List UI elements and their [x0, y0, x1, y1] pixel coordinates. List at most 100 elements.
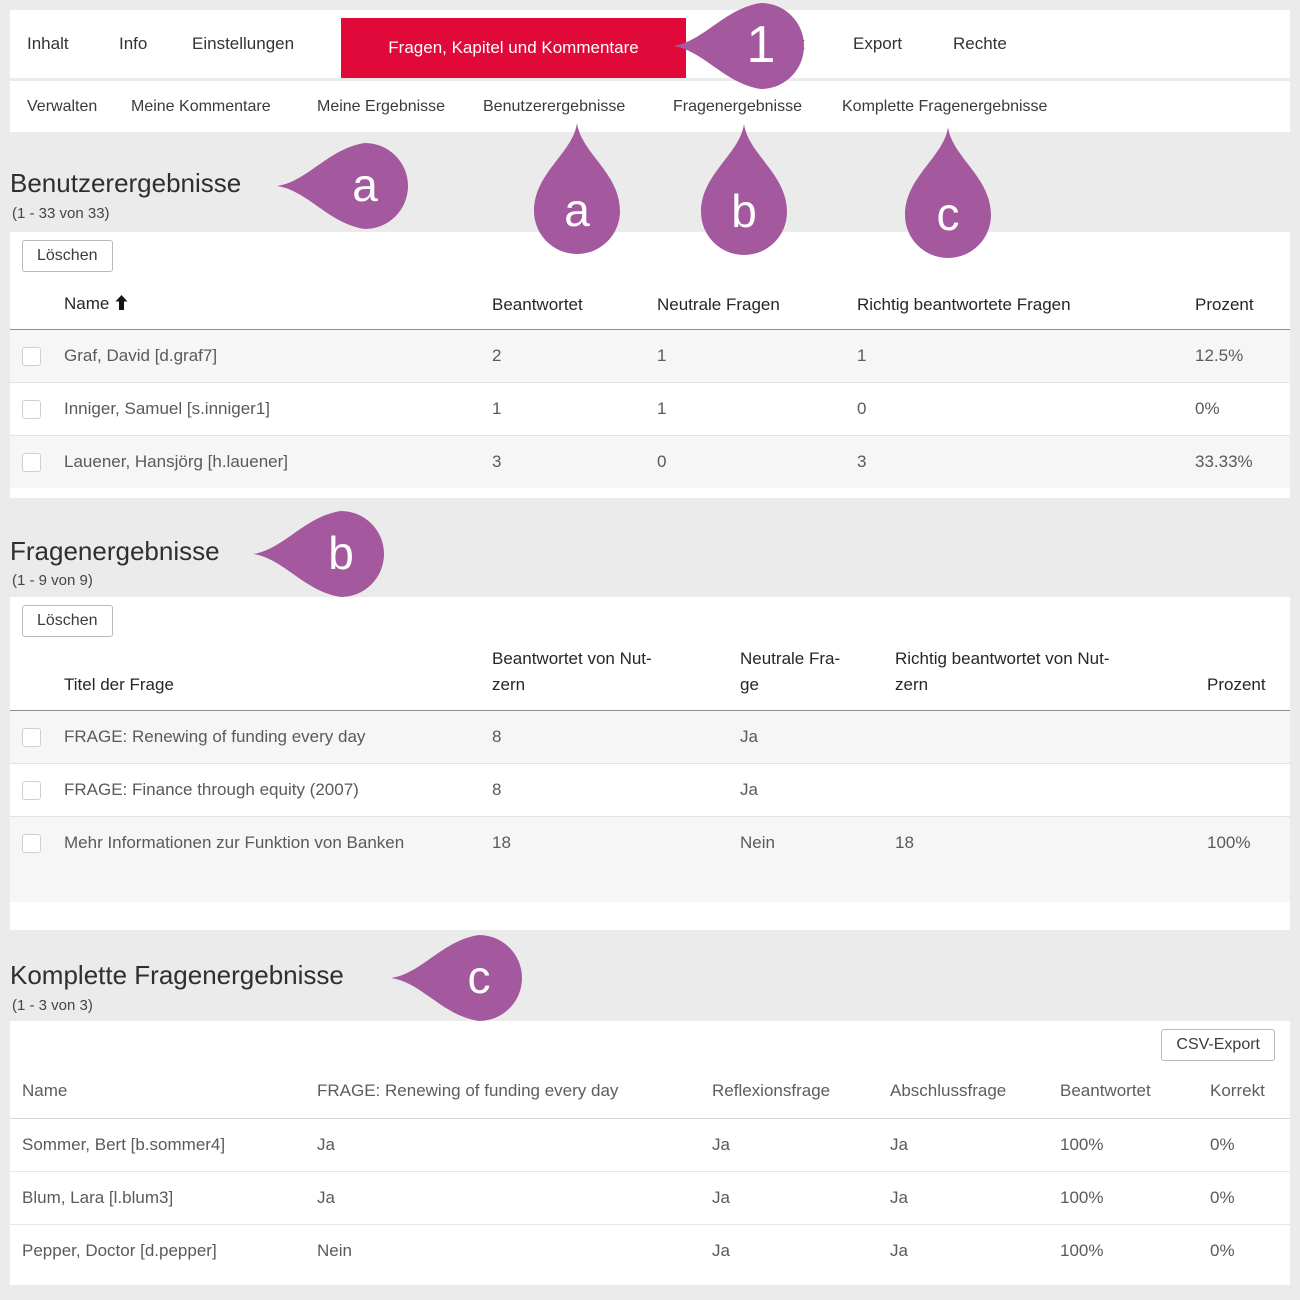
column-header-name[interactable]: Name	[22, 1081, 68, 1101]
column-header-richtig-beantwortete[interactable]: Richtig beantwortete Fragen	[857, 294, 1071, 314]
annotation-marker-c-nav: c	[904, 127, 992, 258]
cell-richtig: 1	[857, 345, 867, 365]
table-row: Lauener, Hansjörg [h.lauener] 3 0 3 33.3…	[10, 435, 1290, 488]
tab-inhalt[interactable]: Inhalt	[27, 34, 69, 53]
row-checkbox[interactable]	[22, 452, 41, 472]
table-row: Blum, Lara [l.blum3] Ja Ja Ja 100% 0%	[10, 1171, 1290, 1224]
marker-label: b	[731, 185, 757, 238]
cell-prozent: 0%	[1195, 398, 1220, 418]
table-row: Inniger, Samuel [s.inniger1] 1 1 0 0%	[10, 382, 1290, 435]
cell-prozent: 100%	[1207, 833, 1251, 852]
cell-richtig: 3	[857, 451, 867, 471]
tab-rechte[interactable]: Rechte	[953, 34, 1007, 53]
sort-ascending-icon	[115, 295, 128, 315]
column-header-abschlussfrage[interactable]: Abschlussfrage	[890, 1081, 1007, 1101]
komplette-fragenergebnisse-panel: CSV-Export Name FRAGE: Renewing of fundi…	[10, 1021, 1290, 1285]
column-header-beantwortet-von-nutzern[interactable]: Beantwortet von Nut-zern	[492, 649, 652, 694]
column-header-name[interactable]: Name	[62, 281, 490, 329]
fragenergebnisse-toolbar: Löschen	[10, 597, 1290, 646]
cell-name: Lauener, Hansjörg [h.lauener]	[64, 451, 288, 471]
cell-richtig: 18	[895, 833, 914, 852]
annotation-marker-b-nav: b	[700, 124, 788, 255]
column-header-beantwortet[interactable]: Beantwortet	[492, 294, 583, 314]
column-header-beantwortet[interactable]: Beantwortet	[1060, 1081, 1151, 1101]
cell-korrekt: 0%	[1210, 1134, 1235, 1154]
table-row: Pepper, Doctor [d.pepper] Nein Ja Ja 100…	[10, 1224, 1290, 1277]
cell-beantwortet: 8	[492, 780, 502, 799]
column-header-korrekt[interactable]: Korrekt	[1210, 1081, 1265, 1101]
tab-einstellungen[interactable]: Einstellungen	[192, 34, 295, 53]
cell-beantwortet: 18	[492, 833, 511, 852]
tab-export[interactable]: Export	[853, 34, 903, 53]
benutzerergebnisse-toolbar: Löschen	[10, 232, 1290, 281]
table-header-row: Titel der Frage Beantwortet von Nut-zern…	[10, 646, 1290, 711]
annotation-marker-a-nav: a	[533, 123, 621, 254]
delete-button[interactable]: Löschen	[22, 240, 113, 272]
marker-label: b	[328, 527, 354, 580]
column-header-reflexionsfrage[interactable]: Reflexionsfrage	[712, 1081, 831, 1101]
subnav-verwalten[interactable]: Verwalten	[27, 98, 98, 115]
cell-neutrale: Ja	[740, 727, 758, 746]
column-header-neutrale-fragen[interactable]: Neutrale Fragen	[657, 294, 780, 314]
marker-label: c	[467, 951, 491, 1004]
cell-prozent	[1205, 764, 1290, 817]
cell-frage: Ja	[317, 1134, 335, 1154]
fragenergebnisse-count: (1 - 9 von 9)	[12, 572, 93, 589]
benutzerergebnisse-title: Benutzerergebnisse	[10, 168, 242, 198]
cell-prozent	[1205, 711, 1290, 764]
column-header-titel-der-frage[interactable]: Titel der Frage	[64, 675, 174, 694]
komplette-fragenergebnisse-title: Komplette Fragenergebnisse	[10, 960, 344, 990]
column-header-prozent[interactable]: Prozent	[1207, 675, 1266, 694]
cell-korrekt: 0%	[1210, 1240, 1235, 1260]
annotation-marker-c-title: c	[391, 934, 522, 1022]
komplette-fragenergebnisse-count: (1 - 3 von 3)	[12, 997, 93, 1014]
cell-abschluss: Ja	[890, 1240, 908, 1260]
fragenergebnisse-table: Titel der Frage Beantwortet von Nut-zern…	[10, 646, 1290, 902]
cell-neutrale: Nein	[740, 833, 775, 852]
delete-button[interactable]: Löschen	[22, 605, 113, 637]
cell-beantwortet: 100%	[1060, 1240, 1104, 1260]
table-row: Graf, David [d.graf7] 2 1 1 12.5%	[10, 329, 1290, 382]
column-header-frage-renewing[interactable]: FRAGE: Renewing of funding every day	[317, 1081, 619, 1101]
cell-frage: Ja	[317, 1187, 335, 1207]
subnav-meine-ergebnisse[interactable]: Meine Ergebnisse	[317, 98, 446, 115]
annotation-marker-1: 1	[673, 2, 804, 90]
table-row: FRAGE: Finance through equity (2007) 8 J…	[10, 763, 1290, 817]
cell-abschluss: Ja	[890, 1134, 908, 1154]
tab-fragen-kapitel-kommentare-active[interactable]: Fragen, Kapitel und Kommentare	[341, 18, 686, 78]
marker-label: c	[936, 188, 960, 241]
cell-neutrale: Ja	[740, 780, 758, 799]
cell-titel: FRAGE: Finance through equity (2007)	[64, 780, 359, 799]
benutzerergebnisse-panel: Löschen Name Beantwortet Neutrale Fragen…	[10, 232, 1290, 498]
cell-beantwortet: 100%	[1060, 1187, 1104, 1207]
column-header-neutrale-frage[interactable]: Neutrale Fra-ge	[740, 649, 841, 694]
subnav-fragenergebnisse[interactable]: Fragenergebnisse	[673, 98, 802, 115]
subnav-benutzerergebnisse[interactable]: Benutzerergebnisse	[483, 98, 626, 115]
cell-reflexion: Ja	[712, 1240, 730, 1260]
cell-prozent: 33.33%	[1195, 451, 1253, 471]
cell-abschluss: Ja	[890, 1187, 908, 1207]
cell-beantwortet: 8	[492, 727, 502, 746]
primary-tab-bar: Inhalt Info Einstellungen Fragen, Kapite…	[10, 10, 1290, 78]
subnav-komplette-fragenergebnisse[interactable]: Komplette Fragenergebnisse	[842, 98, 1048, 115]
table-row: Mehr Informationen zur Funktion von Bank…	[10, 816, 1290, 902]
csv-export-button[interactable]: CSV-Export	[1161, 1029, 1275, 1061]
marker-label: 1	[746, 15, 776, 74]
cell-titel: FRAGE: Renewing of funding every day	[64, 727, 366, 746]
row-checkbox[interactable]	[22, 399, 41, 419]
row-checkbox[interactable]	[22, 834, 41, 854]
cell-name: Sommer, Bert [b.sommer4]	[22, 1134, 226, 1154]
row-checkbox[interactable]	[22, 781, 41, 801]
row-checkbox[interactable]	[22, 728, 41, 748]
cell-beantwortet: 2	[492, 345, 502, 365]
column-header-richtig-beantwortet-von-nutzern[interactable]: Richtig beantwortet von Nut-zern	[895, 649, 1110, 694]
cell-beantwortet: 1	[492, 398, 502, 418]
fragenergebnisse-title: Fragenergebnisse	[10, 536, 220, 566]
table-row: Sommer, Bert [b.sommer4] Ja Ja Ja 100% 0…	[10, 1118, 1290, 1171]
cell-beantwortet: 3	[492, 451, 502, 471]
column-header-prozent[interactable]: Prozent	[1195, 294, 1254, 314]
cell-name: Graf, David [d.graf7]	[64, 345, 218, 365]
row-checkbox[interactable]	[22, 346, 41, 366]
tab-info[interactable]: Info	[119, 34, 148, 53]
subnav-meine-kommentare[interactable]: Meine Kommentare	[131, 98, 271, 115]
